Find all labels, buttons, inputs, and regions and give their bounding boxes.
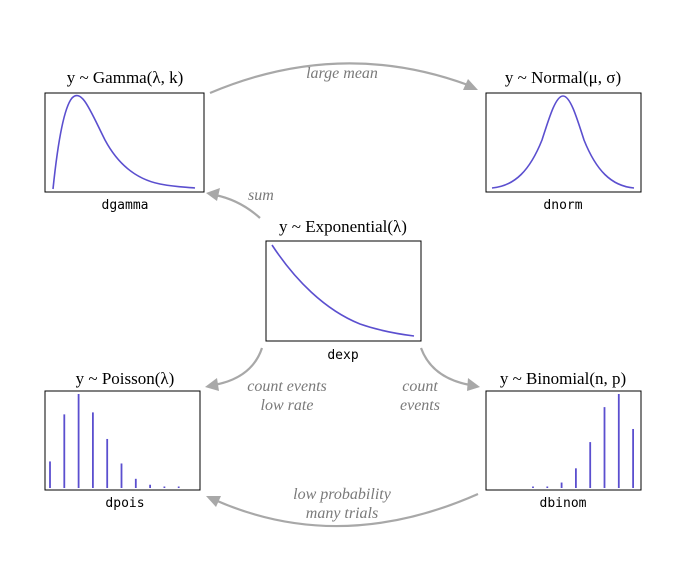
binomial-title: y ~ Binomial(n, p) <box>500 369 626 388</box>
binomial-plot-frame <box>485 390 642 491</box>
poisson-function-name: dpois <box>105 496 144 511</box>
exponential-title: y ~ Exponential(λ) <box>279 217 407 236</box>
edge-exp-to-gamma: sum <box>206 187 274 219</box>
gamma-function-name: dgamma <box>102 198 149 213</box>
normal-plot-frame <box>485 92 642 193</box>
node-poisson: y ~ Poisson(λ) dpois <box>44 369 201 511</box>
edge-exp-to-binomial: count events <box>400 347 480 414</box>
edge-label-large-mean: large mean <box>306 65 378 82</box>
poisson-title: y ~ Poisson(λ) <box>76 369 175 388</box>
normal-function-name: dnorm <box>543 198 582 213</box>
exponential-density-curve <box>271 244 415 337</box>
edge-label-low-probability: low probability <box>293 486 392 503</box>
node-exponential: y ~ Exponential(λ) dexp <box>265 217 422 363</box>
edge-label-events: events <box>400 397 440 414</box>
node-binomial: y ~ Binomial(n, p) dbinom <box>485 369 642 511</box>
poisson-mass-bars <box>49 394 180 488</box>
poisson-plot-frame <box>44 390 201 491</box>
binomial-function-name: dbinom <box>540 496 587 511</box>
edge-label-count: count <box>402 378 438 395</box>
node-gamma: y ~ Gamma(λ, k) dgamma <box>44 68 205 213</box>
edge-binomial-to-poisson: low probability many trials <box>206 486 479 528</box>
edge-label-many-trials: many trials <box>306 505 378 522</box>
edge-label-low-rate: low rate <box>261 397 314 414</box>
gamma-title: y ~ Gamma(λ, k) <box>67 68 184 87</box>
edge-label-sum: sum <box>248 187 274 204</box>
normal-title: y ~ Normal(μ, σ) <box>505 68 621 87</box>
normal-density-curve <box>491 95 635 189</box>
edge-exp-to-poisson: count events low rate <box>205 347 327 414</box>
node-normal: y ~ Normal(μ, σ) dnorm <box>485 68 642 213</box>
edge-label-count-events: count events <box>247 378 327 395</box>
exponential-plot-frame <box>265 240 422 342</box>
edge-gamma-to-normal: large mean <box>209 62 478 95</box>
gamma-density-curve <box>52 95 196 190</box>
binomial-mass-bars <box>532 394 634 488</box>
gamma-plot-frame <box>44 92 205 193</box>
exponential-function-name: dexp <box>327 348 358 363</box>
